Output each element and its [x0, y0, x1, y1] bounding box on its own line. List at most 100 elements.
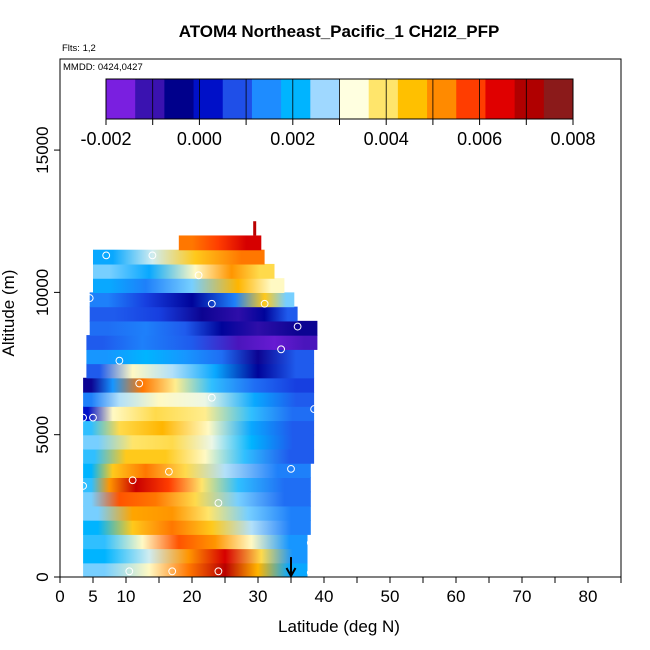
x-tick-label: 5 [88, 587, 97, 606]
heat-cell [89, 306, 298, 322]
sample-point [135, 379, 144, 388]
y-tick-label: 15000 [33, 126, 52, 173]
sample-point [165, 467, 173, 476]
sample-point [115, 356, 124, 365]
sample-point [260, 299, 269, 308]
sample-point [89, 413, 97, 422]
colorbar: -0.002 0.000 0.002 0.004 0.006 0.008 [80, 78, 596, 149]
sample-point [287, 464, 295, 473]
chart-title: ATOM4 Northeast_Pacific_1 CH2I2_PFP [179, 22, 500, 41]
sample-point [214, 567, 223, 576]
y-tick-label: 10000 [33, 269, 52, 316]
colorbar-tick-label: 0.006 [457, 129, 502, 149]
heat-cell [83, 392, 315, 407]
date-annotation: MMDD: 0424,0427 [63, 62, 143, 73]
heat-cell [83, 534, 308, 550]
plot-area: MMDD: 0424,0427 [59, 58, 622, 579]
heat-cell [83, 477, 311, 493]
sample-point [306, 538, 315, 547]
heatmap-cells [83, 221, 318, 577]
heat-cell [83, 463, 311, 478]
x-tick-label: 40 [315, 587, 334, 606]
x-tick-label: 30 [249, 587, 268, 606]
y-tick-label: 5000 [33, 416, 52, 454]
colorbar-ticks: -0.002 0.000 0.002 0.004 0.006 0.008 [80, 79, 596, 149]
sample-point [168, 567, 177, 576]
heat-cell [83, 406, 315, 422]
plot-frame [59, 58, 622, 578]
sample-point [310, 405, 319, 413]
heat-cell [86, 335, 318, 350]
sample-point [214, 499, 223, 507]
heat-cell [86, 349, 315, 365]
heat-cell [93, 249, 265, 265]
sample-point [277, 345, 286, 354]
y-axis-label: Altitude (m) [0, 270, 18, 357]
x-tick-label: 80 [579, 587, 598, 606]
colorbar-cell [193, 79, 224, 119]
colorbar-cell [339, 79, 370, 119]
colorbar-cell [456, 79, 486, 119]
sample-point [102, 251, 111, 260]
colorbar-tick-label: -0.002 [80, 129, 131, 149]
sample-point [125, 567, 134, 576]
colorbar-cell [222, 79, 253, 119]
colorbar-cells [106, 79, 574, 119]
sample-point [79, 413, 87, 422]
heat-cell [83, 448, 315, 464]
heat-cell [89, 292, 295, 308]
y-tick-label: 0 [33, 572, 52, 581]
sample-point [207, 299, 216, 308]
heat-cell [93, 263, 275, 279]
heat-cell [253, 221, 257, 236]
sample-point [207, 393, 216, 402]
arrow-head [285, 567, 297, 579]
sample-point [128, 476, 137, 485]
x-tick-label: 20 [183, 587, 202, 606]
colorbar-cell [164, 79, 195, 119]
x-tick-label: 70 [513, 587, 532, 606]
heat-cell [83, 377, 315, 393]
colorbar-tick-label: 0.008 [550, 129, 595, 149]
colorbar-tick-label: 0.000 [177, 129, 222, 149]
heat-cell [83, 505, 311, 521]
sample-point [85, 294, 94, 302]
heat-cell [178, 235, 262, 251]
heat-cell [86, 363, 315, 379]
heat-cell [83, 520, 311, 535]
location-arrow [285, 557, 297, 579]
sample-point [148, 251, 157, 260]
heat-cell [83, 491, 311, 507]
x-tick-label: 60 [447, 587, 466, 606]
x-tick-label: 50 [381, 587, 400, 606]
sample-point [79, 482, 87, 490]
colorbar-cell [368, 79, 399, 119]
heat-cell [83, 420, 315, 436]
colorbar-cell [251, 79, 282, 119]
y-axis: 0 5000 10000 15000 [33, 126, 60, 582]
sample-point [306, 568, 315, 577]
heat-cell [83, 562, 308, 577]
sample-point [194, 271, 203, 280]
heat-cell [83, 434, 315, 450]
colorbar-cell [485, 79, 516, 119]
flights-annotation: Flts: 1,2 [62, 43, 96, 54]
colorbar-cell [106, 79, 136, 119]
colorbar-cell [281, 79, 311, 119]
colorbar-cell [427, 79, 457, 119]
x-axis-label: Latitude (deg N) [278, 617, 400, 636]
colorbar-tick-label: 0.002 [270, 129, 315, 149]
colorbar-cell [514, 79, 545, 119]
colorbar-cell [397, 79, 428, 119]
x-tick-label: 0 [55, 587, 64, 606]
heat-cell [93, 278, 285, 293]
heat-cell [83, 548, 308, 564]
colorbar-tick-label: 0.004 [364, 129, 409, 149]
colorbar-cell [135, 79, 165, 119]
x-tick-label: 10 [117, 587, 136, 606]
heat-cell [89, 320, 318, 336]
sample-points [79, 251, 319, 577]
sample-point [293, 322, 302, 331]
x-axis: 0 5 10 20 30 40 50 60 70 80 [55, 577, 622, 606]
